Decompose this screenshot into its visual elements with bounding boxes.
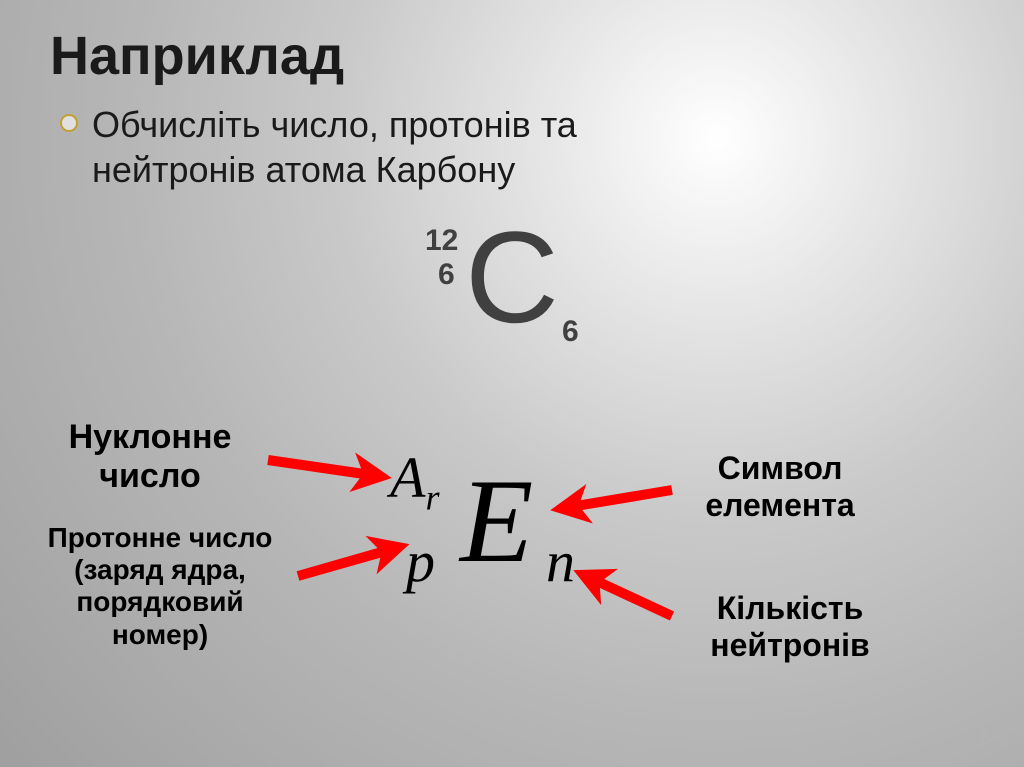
label-neutron-count: Кількістьнейтронів bbox=[680, 590, 900, 664]
label-element-symbol: Символелемента bbox=[680, 450, 880, 524]
slide-title: Наприклад bbox=[50, 25, 344, 87]
neutron-label: n bbox=[546, 528, 575, 595]
slide: Наприклад Обчисліть число, протонів та н… bbox=[0, 0, 1024, 767]
carbon-mass-number: 12 bbox=[425, 224, 458, 258]
carbon-subscript: 6 bbox=[562, 315, 579, 349]
page-number: 12 bbox=[972, 726, 994, 749]
bullet-icon bbox=[60, 114, 78, 132]
proton-label: p bbox=[406, 528, 435, 595]
label-nucleon-number: Нуклоннечисло bbox=[40, 418, 260, 496]
carbon-atomic-number: 6 bbox=[438, 258, 455, 292]
subtitle-line2: нейтронів атома Карбону bbox=[92, 149, 515, 190]
subtitle-line1: Обчисліть число, протонів та bbox=[92, 104, 577, 145]
label-proton-number: Протонне число(заряд ядра,порядковийноме… bbox=[30, 522, 290, 651]
carbon-notation: 12 6 С 6 bbox=[370, 210, 650, 360]
mass-label: Ar bbox=[390, 444, 439, 519]
generic-notation: Ar p E n bbox=[350, 450, 670, 650]
element-symbol: E bbox=[460, 452, 533, 590]
carbon-symbol: С bbox=[465, 202, 559, 352]
slide-subtitle: Обчисліть число, протонів та нейтронів а… bbox=[60, 102, 577, 192]
